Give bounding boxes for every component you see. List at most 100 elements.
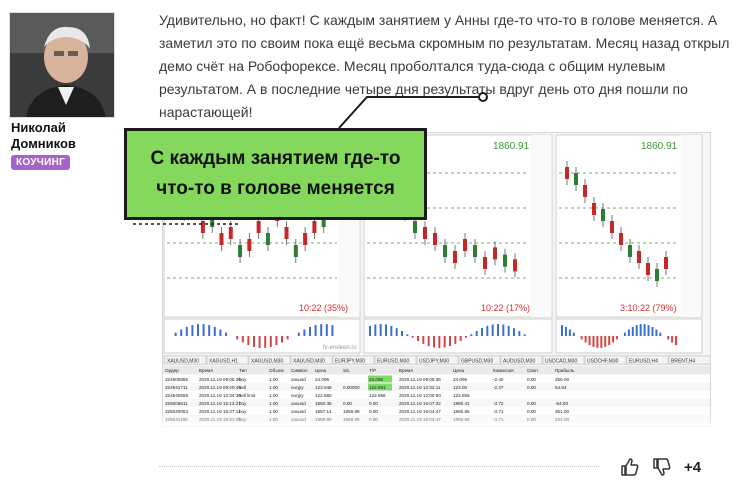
table-cell: 0.00	[527, 385, 536, 390]
table-header-cell: Цена	[453, 368, 464, 373]
oscillator-bar	[325, 324, 328, 336]
oscillator-bar	[491, 324, 494, 336]
callout-line-2: что-то в голове меняется	[156, 178, 395, 199]
candle-body	[256, 221, 261, 233]
oscillator-bar	[592, 336, 595, 347]
table-header-cell: Объем	[269, 368, 284, 373]
oscillator-bar	[320, 324, 323, 336]
table-cell: 2020.11.19 12:32:11	[399, 385, 441, 390]
oscillator-bar	[616, 336, 619, 340]
table-cell: 54.84	[555, 385, 567, 390]
oscillator-bar	[331, 325, 334, 336]
oscillator-bar	[580, 336, 583, 340]
table-cell: -3.71	[493, 409, 504, 414]
avatar[interactable]	[9, 12, 115, 118]
thumbs-down-icon[interactable]	[652, 457, 672, 477]
table-cell: 1.00	[269, 401, 278, 406]
oscillator-bar	[309, 326, 311, 336]
price-scale	[681, 135, 701, 317]
callout-line-1: С каждым занятием где-то	[150, 148, 401, 169]
oscillator-bar	[612, 336, 615, 343]
candle-body	[293, 245, 298, 257]
oscillator-bar	[507, 325, 510, 336]
table-cell: -54.00	[555, 401, 568, 406]
watermark: fx-ereleen.ru	[323, 345, 357, 351]
post-body: Удивительно, но факт! С каждым занятием …	[159, 12, 730, 120]
oscillator-bar	[390, 325, 393, 336]
screenshot-fade	[162, 412, 711, 432]
table-header-cell: Своп	[527, 368, 538, 373]
table-cell: 24.096	[453, 377, 467, 382]
candle-body	[200, 221, 205, 233]
table-row	[163, 375, 710, 383]
chart-tab-label: EURUSD,H4	[629, 359, 658, 365]
oscillator-bar	[470, 334, 473, 336]
table-cell: 351.00	[555, 409, 569, 414]
candle-body	[413, 221, 417, 233]
oscillator-bar	[561, 325, 563, 336]
oscillator-bar	[608, 336, 611, 346]
oscillator-bar	[631, 326, 634, 336]
table-cell: -3.72	[493, 401, 504, 406]
chart-tab-label: AUDUSD,M30	[503, 359, 535, 365]
table-cell: 2020.11.19 16:07:32	[399, 401, 441, 406]
chart-tab	[668, 355, 710, 365]
table-row	[163, 407, 710, 415]
chart-tab	[626, 355, 669, 365]
author-name[interactable]: Николай Домников	[11, 120, 76, 151]
chart-tab	[416, 355, 459, 365]
table-cell: 1860.41	[453, 401, 470, 406]
table-cell: 324906886	[165, 377, 188, 382]
table-cell: 1.00	[269, 409, 278, 414]
candle-body	[513, 259, 517, 272]
candle-body	[637, 251, 641, 263]
table-cell: 0.00	[369, 409, 378, 414]
oscillator-bar	[264, 336, 267, 348]
candle-body	[303, 233, 308, 245]
oscillator-bar	[513, 328, 515, 336]
table-cell: 122.591	[369, 385, 386, 390]
table-cell: 324941711	[165, 385, 188, 390]
oscillator-bar	[406, 334, 409, 336]
oscillator-bar	[185, 326, 188, 336]
table-cell: 2020.11.19 09:40:49	[199, 385, 241, 390]
oscillator-bar	[655, 329, 658, 336]
candle-body	[583, 185, 587, 197]
oscillator-bar	[275, 336, 278, 346]
oscillator-bar	[465, 336, 467, 338]
oscillator-bar	[584, 336, 587, 343]
chart-tab	[290, 355, 333, 365]
thumbs-up-icon[interactable]	[620, 457, 640, 477]
oscillator-bar	[475, 330, 478, 336]
oscillator-bar	[174, 332, 177, 336]
table-cell: buy	[239, 377, 247, 382]
oscillator-bar	[180, 329, 183, 336]
chart-tab	[206, 355, 249, 365]
candle-body	[601, 209, 605, 221]
table-cell: 2020.11.19 09:05:36	[199, 377, 241, 382]
candle-body	[619, 233, 623, 245]
oscillator-bar	[303, 329, 306, 336]
table-cell: 1.00	[269, 377, 278, 382]
table-cell: -2.40	[493, 377, 504, 382]
oscillator-bar	[219, 329, 222, 336]
chart-tab	[332, 355, 375, 365]
candle-body	[433, 233, 437, 245]
chart-tab-label: USDCHF,M30	[587, 359, 619, 365]
table-cell: sell	[239, 385, 246, 390]
oscillator-bar	[459, 336, 462, 341]
table-cell: 2020.11.19 15:13:27	[199, 401, 241, 406]
candle-body	[443, 245, 447, 257]
role-badge: КОУЧИНГ	[11, 155, 71, 170]
table-header-cell: Время	[399, 368, 413, 373]
table-cell: -2.37	[493, 385, 504, 390]
chart-tab-label: USDJPY,M30	[419, 359, 449, 365]
oscillator-bar	[253, 336, 255, 347]
table-cell: 325040063	[165, 409, 188, 414]
table-cell: 2020.11.19 09:05:36	[399, 377, 441, 382]
chart-tab-label: XAGUSD,H1	[209, 359, 238, 365]
table-header-cell: Символ	[291, 368, 308, 373]
table-row	[163, 391, 710, 399]
oscillator-bar	[427, 336, 430, 347]
table-cell: 0.00	[527, 401, 536, 406]
